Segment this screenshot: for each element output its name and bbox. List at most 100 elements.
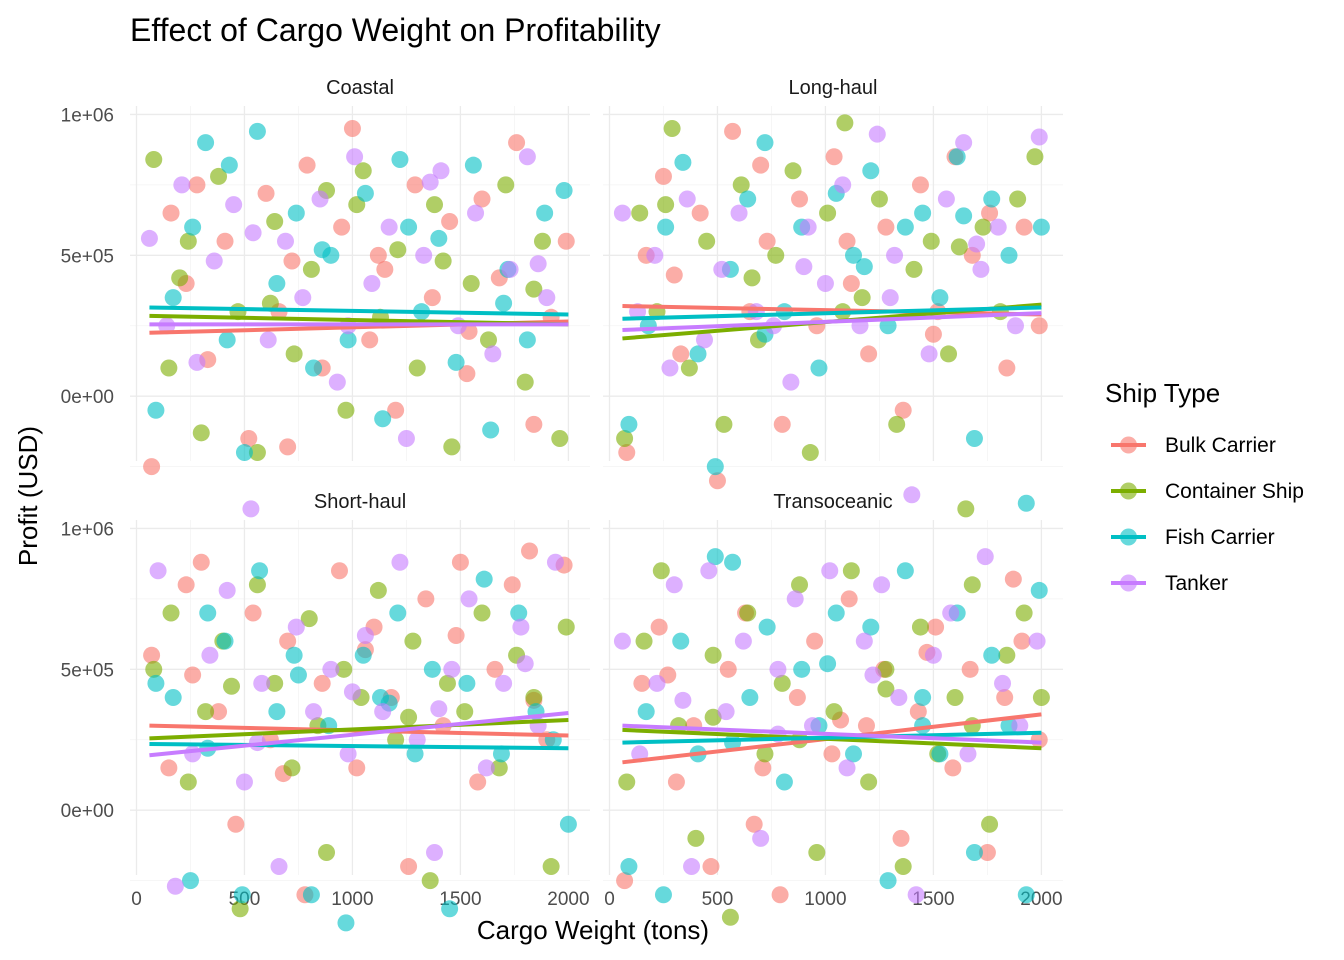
data-point [298, 156, 316, 174]
data-point [657, 196, 675, 214]
data-point [400, 708, 418, 726]
data-point [318, 843, 336, 861]
data-point [302, 886, 320, 904]
data-point [201, 646, 219, 664]
data-point [512, 618, 530, 636]
data-point [983, 646, 1001, 664]
data-point [497, 176, 515, 194]
data-point [942, 604, 960, 622]
data-point [391, 553, 409, 571]
data-point [451, 553, 469, 571]
legend-key-point [1120, 482, 1137, 500]
data-point [235, 773, 253, 791]
trend-line [622, 304, 1042, 317]
data-point [836, 114, 854, 132]
data-point [771, 886, 789, 904]
data-point [426, 196, 444, 214]
data-point [533, 232, 551, 250]
data-point [400, 858, 418, 876]
data-point [287, 204, 305, 222]
data-point [546, 553, 564, 571]
data-point [313, 674, 331, 692]
data-point [391, 151, 409, 169]
data-point [680, 359, 698, 377]
data-point [672, 345, 690, 363]
data-point [460, 590, 478, 608]
data-point [769, 660, 787, 678]
data-point [145, 660, 163, 678]
data-point [1004, 570, 1022, 588]
data-point [860, 773, 878, 791]
trend-lines [149, 305, 569, 335]
data-point [646, 246, 664, 264]
data-point [920, 345, 938, 363]
data-point [283, 759, 301, 777]
data-point [525, 689, 543, 706]
data-point [1009, 190, 1027, 208]
data-point [834, 176, 852, 194]
data-point [948, 148, 966, 166]
data-point [430, 229, 448, 247]
data-point [743, 269, 761, 287]
data-point [400, 218, 418, 236]
data-point [516, 373, 534, 391]
data-point [348, 759, 366, 777]
data-point [518, 148, 536, 166]
data-point [652, 562, 670, 580]
data-point [430, 700, 448, 718]
facet-strip-label: Long-haul [789, 77, 878, 99]
data-point [724, 553, 742, 571]
data-point [421, 173, 439, 191]
data-point [266, 213, 284, 231]
data-point [965, 429, 983, 447]
data-point [1013, 632, 1031, 650]
data-point [795, 258, 813, 276]
data-point [791, 576, 809, 594]
data-point [879, 317, 897, 335]
data-point [972, 260, 990, 278]
data-point [1030, 128, 1048, 146]
legend-key-point [1120, 436, 1137, 454]
data-point [724, 122, 742, 140]
data-point [698, 232, 716, 250]
data-point [730, 204, 748, 222]
data-point [978, 843, 996, 861]
data-point [305, 359, 323, 377]
x-tick-label: 1000 [331, 889, 373, 910]
data-point [840, 590, 858, 608]
data-point [356, 184, 374, 202]
data-point [486, 660, 504, 678]
data-point [462, 275, 480, 292]
data-point [343, 683, 361, 701]
data-point [661, 359, 679, 377]
data-point [557, 232, 575, 250]
data-point [389, 604, 407, 622]
y-tick-label: 5e+05 [61, 246, 114, 267]
data-point [333, 218, 351, 236]
data-point [879, 872, 897, 890]
data-point [458, 365, 476, 383]
data-point [881, 289, 899, 307]
data-point [432, 162, 450, 180]
data-point [739, 604, 757, 622]
data-point [192, 424, 210, 442]
data-point [538, 289, 556, 307]
data-point [210, 167, 228, 185]
data-point [937, 190, 955, 208]
data-point [924, 646, 942, 664]
data-point [259, 331, 277, 349]
data-point [927, 618, 945, 636]
data-point [495, 674, 513, 692]
data-point [495, 294, 513, 312]
legend-label: Bulk Carrier [1165, 434, 1276, 457]
data-point [231, 900, 249, 918]
data-point [810, 359, 828, 377]
data-point [441, 213, 459, 231]
data-point [484, 345, 502, 363]
data-point [173, 176, 191, 194]
data-point [279, 438, 297, 456]
data-point [525, 415, 543, 433]
data-point [469, 773, 487, 791]
data-point [415, 246, 433, 264]
data-point [404, 632, 422, 650]
